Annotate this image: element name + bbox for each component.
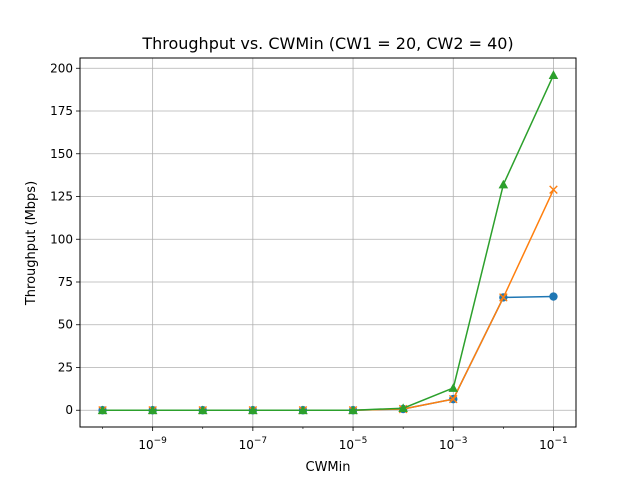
y-tick-label: 200: [50, 61, 73, 75]
data-point: [499, 293, 508, 302]
x-tick-label-base: 10: [239, 438, 254, 452]
data-point: [97, 405, 108, 415]
x-tick-label: 10−7: [239, 436, 268, 452]
series-layer: [97, 70, 559, 415]
data-point: [448, 394, 458, 404]
data-point: [197, 405, 208, 415]
data-point: [498, 179, 509, 189]
y-axis-label: Throughput (Mbps): [24, 181, 39, 306]
x-tick-label: 10−5: [339, 436, 368, 452]
y-tick-label: 125: [50, 190, 73, 204]
y-tick-label: 150: [50, 147, 73, 161]
data-point: [548, 70, 559, 79]
series-3: [97, 70, 559, 415]
plot-frame: [79, 57, 577, 428]
y-tick-label: 175: [50, 104, 73, 118]
x-axis-label: CWMin: [306, 460, 351, 475]
x-tick-label: 10−9: [138, 436, 167, 452]
data-point: [298, 405, 308, 415]
data-point: [348, 405, 358, 415]
x-tick-label-exponent: −5: [354, 436, 367, 446]
x-tick-label-exponent: −1: [554, 436, 567, 446]
data-point: [398, 403, 408, 413]
chart-title: Throughput vs. CWMin (CW1 = 20, CW2 = 40…: [141, 34, 513, 53]
series-line: [102, 189, 555, 411]
x-tick-label-exponent: −9: [154, 436, 168, 446]
y-tick-label: 75: [58, 275, 73, 289]
data-point: [147, 405, 158, 415]
series-1: [98, 292, 558, 415]
data-point: [248, 405, 258, 415]
x-tick-label: 10−1: [539, 436, 568, 452]
x-tick-label-exponent: −7: [254, 436, 267, 446]
series-line: [102, 74, 555, 411]
data-point: [549, 292, 558, 301]
x-tick-label-base: 10: [138, 438, 153, 452]
x-tick-label-base: 10: [339, 438, 354, 452]
series-2: [98, 185, 558, 415]
x-tick-label-base: 10: [439, 438, 454, 452]
y-tick-label: 50: [58, 318, 73, 332]
x-tick-label-base: 10: [539, 438, 554, 452]
x-tick-label: 10−3: [439, 436, 468, 452]
series-line: [102, 295, 554, 411]
data-point: [448, 383, 459, 392]
data-point: [549, 185, 558, 194]
y-tick-label: 100: [50, 232, 73, 246]
y-tick-label: 0: [65, 403, 73, 417]
y-tick-label: 25: [58, 360, 73, 374]
grid: [80, 58, 576, 427]
x-tick-label-exponent: −3: [454, 436, 467, 446]
